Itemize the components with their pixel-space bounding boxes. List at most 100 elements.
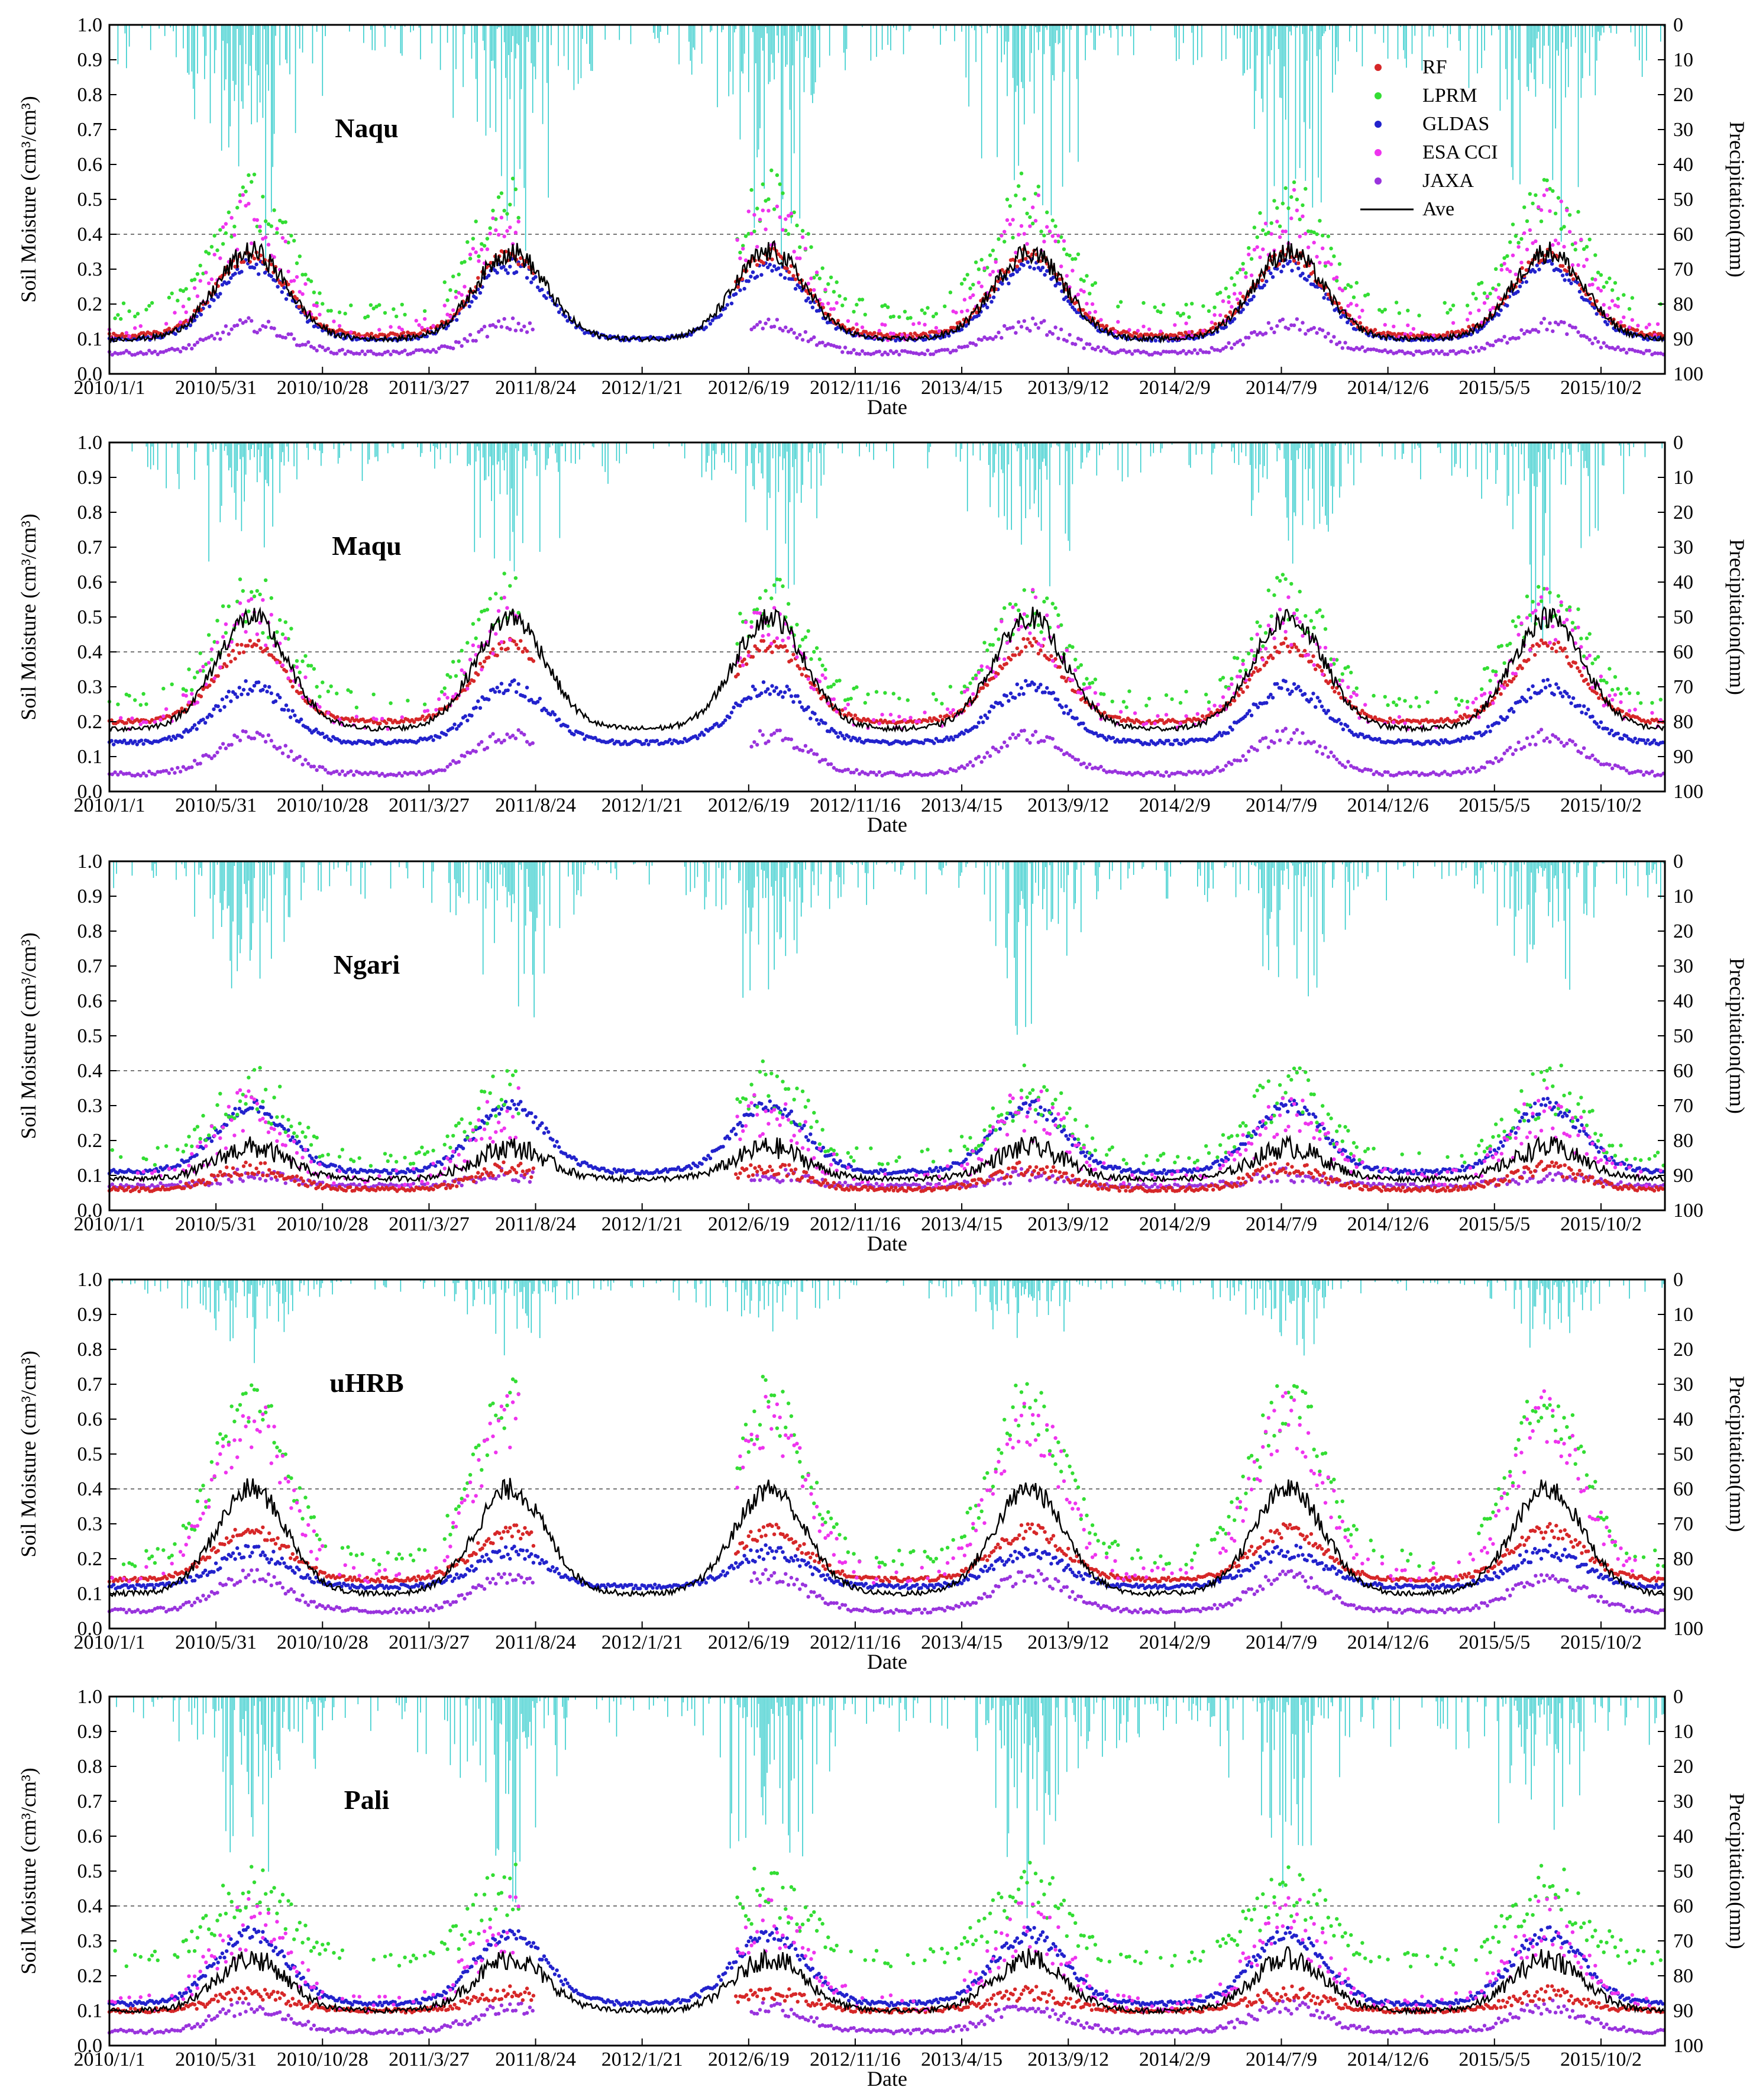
point	[1496, 338, 1501, 342]
point	[209, 647, 214, 651]
point	[1235, 656, 1240, 660]
point	[767, 317, 771, 322]
point	[1539, 219, 1544, 224]
point	[1050, 332, 1055, 336]
point	[951, 708, 955, 712]
point	[778, 327, 782, 331]
point	[258, 328, 262, 332]
point	[496, 319, 501, 324]
point	[1531, 328, 1535, 332]
point	[1388, 716, 1392, 721]
point	[975, 725, 979, 729]
point	[820, 266, 824, 270]
point	[1251, 295, 1256, 299]
point	[380, 353, 384, 357]
point	[133, 326, 137, 330]
point	[1349, 285, 1353, 289]
point	[1017, 232, 1021, 237]
point	[1627, 307, 1632, 311]
point	[789, 737, 794, 742]
point	[1272, 741, 1276, 745]
point	[1072, 308, 1077, 312]
point	[428, 350, 432, 354]
point	[1522, 331, 1527, 336]
point	[806, 232, 810, 236]
point	[1351, 347, 1356, 352]
point	[1584, 335, 1589, 340]
point	[113, 351, 117, 355]
point	[1474, 296, 1478, 301]
point	[1047, 329, 1052, 334]
point	[240, 642, 244, 647]
point	[1488, 292, 1492, 296]
point	[468, 257, 473, 261]
point	[1008, 326, 1013, 330]
point	[1295, 728, 1299, 732]
point	[1627, 347, 1632, 352]
point	[1556, 594, 1561, 598]
point	[1079, 338, 1084, 342]
point	[1605, 280, 1609, 285]
point	[766, 265, 770, 270]
point	[269, 596, 273, 600]
point	[1630, 318, 1634, 322]
point	[1295, 317, 1299, 321]
point	[349, 350, 353, 354]
point	[133, 353, 137, 357]
point	[1090, 680, 1095, 685]
point	[192, 676, 197, 680]
point	[531, 741, 535, 745]
point	[962, 277, 967, 282]
point	[244, 729, 248, 734]
point	[708, 322, 713, 326]
point	[389, 701, 393, 705]
point	[809, 337, 813, 341]
point	[227, 689, 231, 694]
point	[1238, 338, 1243, 343]
point	[1518, 699, 1522, 703]
point	[1279, 686, 1283, 690]
point	[863, 312, 868, 316]
point	[1258, 624, 1262, 628]
point	[110, 353, 114, 357]
point	[467, 304, 472, 309]
point	[798, 245, 802, 249]
point	[1454, 351, 1459, 356]
point	[544, 296, 548, 301]
point	[457, 760, 461, 764]
point	[1060, 705, 1064, 709]
point	[772, 207, 777, 211]
point	[119, 716, 123, 720]
point	[1468, 311, 1473, 315]
point	[178, 350, 183, 354]
point	[116, 313, 120, 317]
point	[809, 716, 813, 721]
point	[911, 322, 916, 327]
point	[1625, 687, 1629, 691]
point	[1144, 351, 1149, 355]
point	[1263, 221, 1268, 225]
point	[192, 723, 197, 727]
point	[1062, 676, 1066, 680]
point	[471, 237, 476, 241]
point	[851, 326, 855, 331]
point	[204, 337, 208, 341]
point	[1360, 308, 1364, 313]
x-tick-label: 2014/7/9	[1246, 377, 1317, 399]
point	[1613, 281, 1618, 285]
point	[1275, 206, 1279, 210]
point	[198, 668, 202, 673]
point	[1484, 730, 1488, 734]
point	[1528, 613, 1532, 618]
point	[755, 322, 759, 327]
point	[572, 732, 576, 736]
point	[176, 298, 180, 303]
point	[1499, 644, 1503, 648]
point	[323, 768, 328, 772]
point	[1620, 709, 1625, 713]
point	[786, 329, 791, 334]
point	[1127, 349, 1131, 354]
point	[258, 229, 262, 233]
point	[1512, 710, 1516, 714]
point	[522, 732, 526, 737]
